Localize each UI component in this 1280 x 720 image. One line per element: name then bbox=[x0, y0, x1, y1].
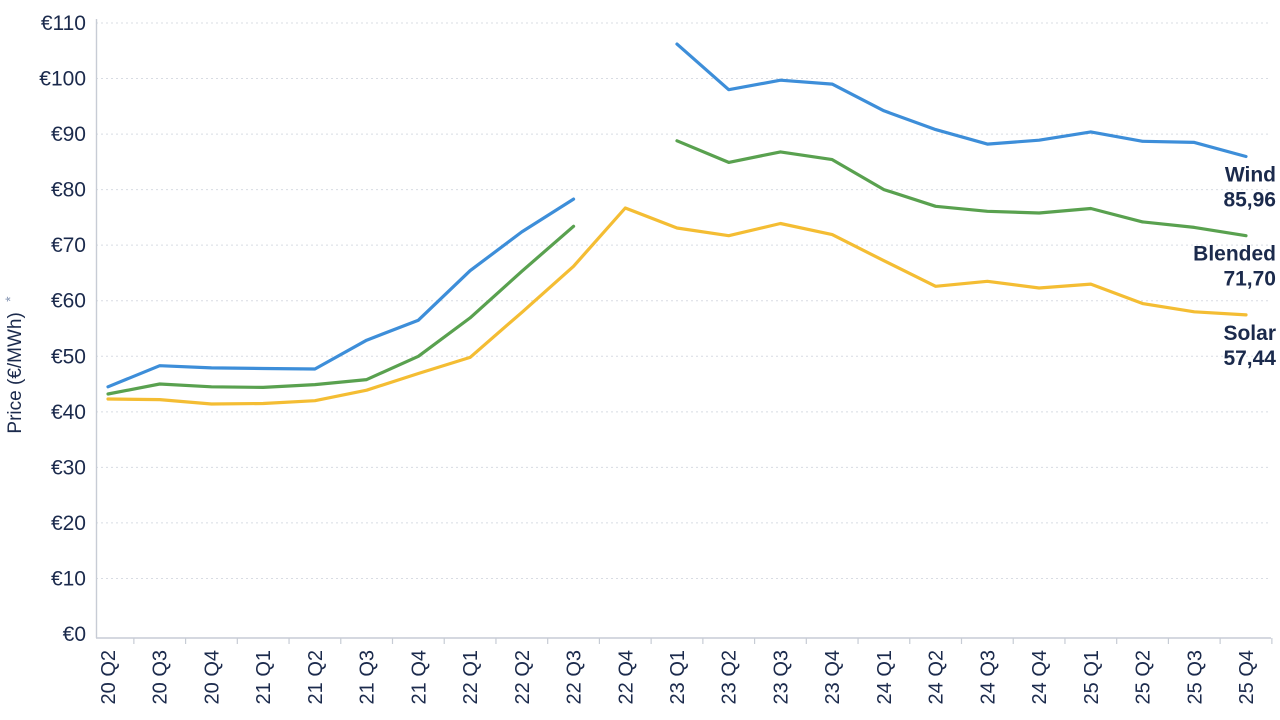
series-line-blended bbox=[106, 224, 576, 396]
x-tick-label: 24 Q4 bbox=[1029, 650, 1051, 704]
y-axis-labels: €0 €10 €20 €30 €40 €50 €60 €70 €80 €90 €100 €110 bbox=[39, 12, 86, 646]
y-tick-label: €0 bbox=[63, 623, 86, 646]
footnote-marker-icon: * bbox=[2, 296, 18, 302]
series-value-label: 85,96 bbox=[1223, 189, 1276, 212]
x-tick-label: 21 Q1 bbox=[253, 650, 275, 704]
y-tick-label: €20 bbox=[51, 512, 86, 535]
y-tick-label: €110 bbox=[41, 12, 86, 35]
x-tick-label: 23 Q4 bbox=[822, 650, 844, 704]
x-tick-label: 22 Q3 bbox=[564, 650, 586, 704]
series-name-label: Solar bbox=[1223, 322, 1276, 345]
x-tick-label: 24 Q1 bbox=[874, 650, 896, 704]
y-tick-label: €90 bbox=[51, 123, 86, 146]
series-lines bbox=[106, 42, 1248, 406]
y-tick-label: €100 bbox=[39, 68, 86, 91]
x-tick-label: 21 Q2 bbox=[305, 650, 327, 704]
x-tick-label: 21 Q3 bbox=[357, 650, 379, 704]
x-tick-label: 20 Q3 bbox=[150, 650, 172, 704]
y-tick-label: €40 bbox=[51, 401, 86, 424]
x-tick-label: 21 Q4 bbox=[408, 650, 430, 704]
y-tick-label: €60 bbox=[51, 290, 86, 313]
series-name-label: Blended bbox=[1193, 243, 1276, 266]
x-tick-label: 20 Q4 bbox=[201, 650, 223, 704]
x-axis-labels: 20 Q2 20 Q3 20 Q4 21 Q1 21 Q2 21 Q3 21 Q4 22 Q1… bbox=[98, 650, 1258, 704]
series-name-label: Wind bbox=[1225, 164, 1276, 187]
gridlines bbox=[96, 22, 1271, 579]
x-tick-label: 25 Q1 bbox=[1081, 650, 1103, 704]
x-tick-label: 23 Q3 bbox=[770, 650, 792, 704]
y-axis-title-text: Price (€/MWh) bbox=[5, 312, 26, 433]
y-tick-label: €30 bbox=[51, 456, 86, 479]
axes bbox=[95, 19, 1273, 644]
y-axis-title: Price (€/MWh) * bbox=[2, 296, 26, 434]
series-value-label: 71,70 bbox=[1223, 268, 1276, 291]
x-tick-label: 25 Q4 bbox=[1236, 650, 1258, 704]
x-tick-label: 22 Q1 bbox=[460, 650, 482, 704]
y-tick-label: €70 bbox=[51, 234, 86, 257]
series-line-wind bbox=[675, 42, 1248, 159]
x-tick-label: 23 Q1 bbox=[667, 650, 689, 704]
x-tick-label: 22 Q2 bbox=[512, 650, 534, 704]
y-tick-label: €80 bbox=[51, 179, 86, 202]
x-tick-label: 22 Q4 bbox=[615, 650, 637, 704]
series-line-blended bbox=[675, 139, 1248, 238]
x-tick-label: 24 Q2 bbox=[926, 650, 948, 704]
x-tick-label: 25 Q2 bbox=[1133, 650, 1155, 704]
y-tick-label: €50 bbox=[51, 345, 86, 368]
x-tick-label: 23 Q2 bbox=[719, 650, 741, 704]
x-tick-label: 20 Q2 bbox=[98, 650, 120, 704]
y-tick-label: €10 bbox=[51, 567, 86, 590]
series-line-solar bbox=[106, 206, 1248, 406]
x-tick-label: 24 Q3 bbox=[977, 650, 999, 704]
series-value-label: 57,44 bbox=[1223, 347, 1276, 370]
series-line-wind bbox=[106, 197, 576, 389]
x-tick-label: 25 Q3 bbox=[1184, 650, 1206, 704]
